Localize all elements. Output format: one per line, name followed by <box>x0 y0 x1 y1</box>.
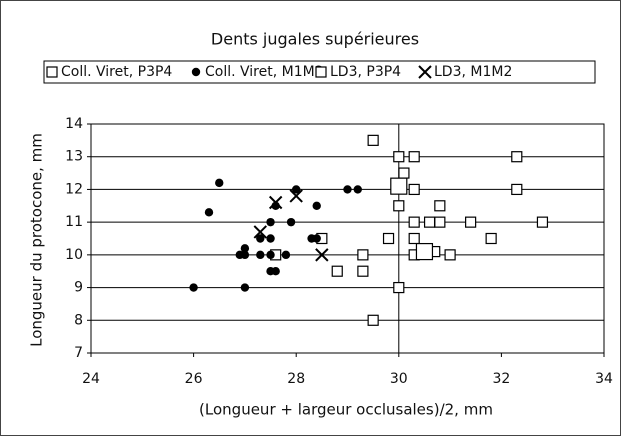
y-tick-label: 10 <box>65 247 83 263</box>
point <box>511 151 523 163</box>
point <box>434 216 446 228</box>
point <box>367 134 379 146</box>
point <box>253 225 267 239</box>
point <box>393 200 405 212</box>
y-tick-label: 13 <box>65 149 83 165</box>
point <box>292 185 301 194</box>
point <box>286 217 296 227</box>
point <box>511 183 523 196</box>
point <box>271 267 280 276</box>
point <box>240 250 250 260</box>
legend-label: LD3, M1M2 <box>434 64 512 80</box>
plot-area <box>90 123 605 354</box>
point <box>315 248 329 262</box>
point <box>444 249 456 261</box>
point <box>357 265 369 277</box>
point <box>312 234 321 243</box>
point <box>266 250 275 260</box>
point <box>268 195 283 210</box>
y-tick-label: 7 <box>74 345 83 361</box>
point <box>465 216 477 228</box>
point <box>398 167 410 179</box>
x-tick-label: 30 <box>390 371 408 387</box>
point <box>256 234 265 243</box>
point <box>485 232 497 245</box>
chart-title: Dents jugales supérieures <box>211 30 419 49</box>
point <box>204 208 214 217</box>
point <box>408 183 420 196</box>
point <box>189 283 198 292</box>
point <box>382 232 395 245</box>
legend-marker <box>46 66 58 78</box>
legend-label: LD3, P3P4 <box>330 64 401 80</box>
y-tick-label: 14 <box>65 116 83 132</box>
point <box>423 216 436 228</box>
legend-label: Coll. Viret, P3P4 <box>61 64 172 80</box>
point <box>215 178 224 188</box>
point <box>331 265 343 277</box>
point <box>415 242 434 261</box>
point <box>289 189 303 203</box>
point <box>266 234 275 243</box>
point <box>536 216 549 228</box>
point <box>266 217 275 227</box>
point <box>393 151 405 163</box>
point <box>312 201 321 210</box>
legend-marker <box>418 65 432 79</box>
point <box>240 244 250 253</box>
point <box>256 250 265 260</box>
x-tick-label: 34 <box>595 371 613 387</box>
x-tick-label: 32 <box>492 371 510 387</box>
point <box>357 249 369 261</box>
point <box>408 232 420 245</box>
x-tick-label: 24 <box>82 371 100 387</box>
point <box>343 185 352 194</box>
y-tick-label: 8 <box>74 312 83 328</box>
y-tick-label: 12 <box>65 181 83 197</box>
x-tick-label: 28 <box>287 371 305 387</box>
y-tick-label: 11 <box>65 214 83 230</box>
point <box>408 216 420 228</box>
point <box>408 151 420 163</box>
point <box>390 177 408 195</box>
point <box>367 314 379 326</box>
point <box>281 250 291 260</box>
y-tick-label: 9 <box>74 280 83 296</box>
legend-label: Coll. Viret, M1M2 <box>205 64 324 80</box>
point <box>434 200 446 212</box>
legend-marker <box>315 66 327 78</box>
point <box>240 283 250 292</box>
legend-marker <box>191 67 201 77</box>
point <box>353 185 362 194</box>
y-axis-label: Longueur du protocone, mm <box>28 133 46 347</box>
point <box>393 281 405 294</box>
x-tick-label: 26 <box>185 371 203 387</box>
x-axis-label: (Longueur + largeur occlusales)/2, mm <box>199 401 493 419</box>
